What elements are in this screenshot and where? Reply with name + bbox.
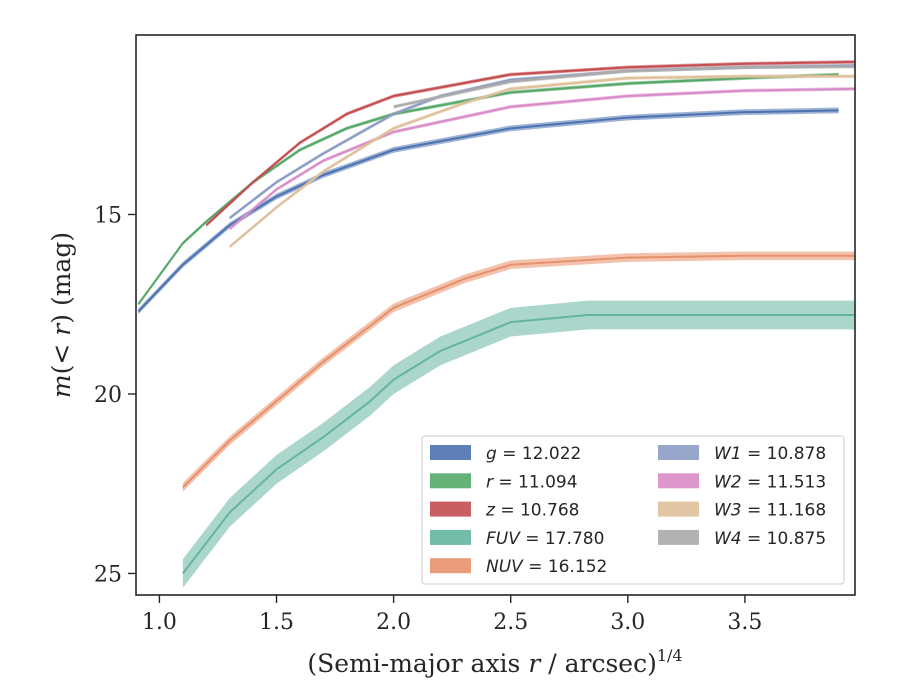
y-tick-label: 20 <box>94 383 122 408</box>
series-w3-line <box>229 75 855 248</box>
legend-swatch-r <box>430 473 471 489</box>
series-r <box>137 72 839 307</box>
plot-frame <box>135 34 856 596</box>
legend: g = 12.022 r = 11.094 z = 10.768 FUV = 17.7… <box>421 435 845 585</box>
x-tick-label: 2.5 <box>493 610 528 635</box>
x-axis: 1.0 1.5 2.0 2.5 3.0 3.5 <box>142 595 762 635</box>
legend-swatch-w2 <box>658 473 699 489</box>
legend-label-r: r = 11.094 <box>486 472 578 492</box>
y-axis-label: m(< r) (mag) <box>47 232 76 398</box>
legend-swatch-z <box>430 501 471 517</box>
legend-swatch-g <box>430 445 471 460</box>
series-fuv-line <box>182 314 855 575</box>
series-z <box>205 60 855 228</box>
x-tick-label: 3.5 <box>727 610 762 635</box>
series-fuv <box>182 300 855 588</box>
legend-frame <box>421 435 845 585</box>
series-fuv-band <box>182 300 855 588</box>
x-tick-label: 1.0 <box>142 610 177 635</box>
series-r-line <box>137 73 839 305</box>
legend-swatch-w4 <box>658 529 699 545</box>
series-g <box>137 107 839 315</box>
series-w2-line <box>229 87 855 230</box>
legend-label-w1: W1 = 10.878 <box>714 444 826 464</box>
series-w4 <box>393 64 855 109</box>
legend-label-w2: W2 = 11.513 <box>714 472 826 492</box>
y-axis: 15 20 25 <box>94 203 136 587</box>
y-tick-label: 15 <box>94 203 122 228</box>
series-w2 <box>229 87 855 231</box>
series-layer <box>137 60 855 588</box>
legend-label-z: z = 10.768 <box>485 501 579 521</box>
x-tick-label: 2.0 <box>376 610 411 635</box>
legend-swatch-nuv <box>430 558 471 574</box>
legend-swatch-w1 <box>658 445 699 460</box>
x-axis-label: (Semi-major axis r / arcsec)1/4 <box>307 646 682 678</box>
legend-label-w4: W4 = 10.875 <box>714 529 826 549</box>
legend-swatch-fuv <box>430 529 471 545</box>
series-nuv-line <box>182 254 855 489</box>
series-w4-line <box>393 65 855 108</box>
series-nuv <box>182 251 855 492</box>
series-w3 <box>229 74 855 249</box>
legend-swatch-w3 <box>658 501 699 517</box>
legend-label-w3: W3 = 11.168 <box>714 501 826 521</box>
y-tick-label: 25 <box>94 562 122 587</box>
x-tick-label: 1.5 <box>259 610 294 635</box>
legend-label-fuv: FUV = 17.780 <box>486 529 604 549</box>
x-tick-label: 3.0 <box>610 610 645 635</box>
series-g-line <box>137 109 839 313</box>
legend-label-g: g = 12.022 <box>486 444 581 464</box>
legend-label-nuv: NUV = 16.152 <box>486 557 607 577</box>
series-z-line <box>205 60 855 226</box>
